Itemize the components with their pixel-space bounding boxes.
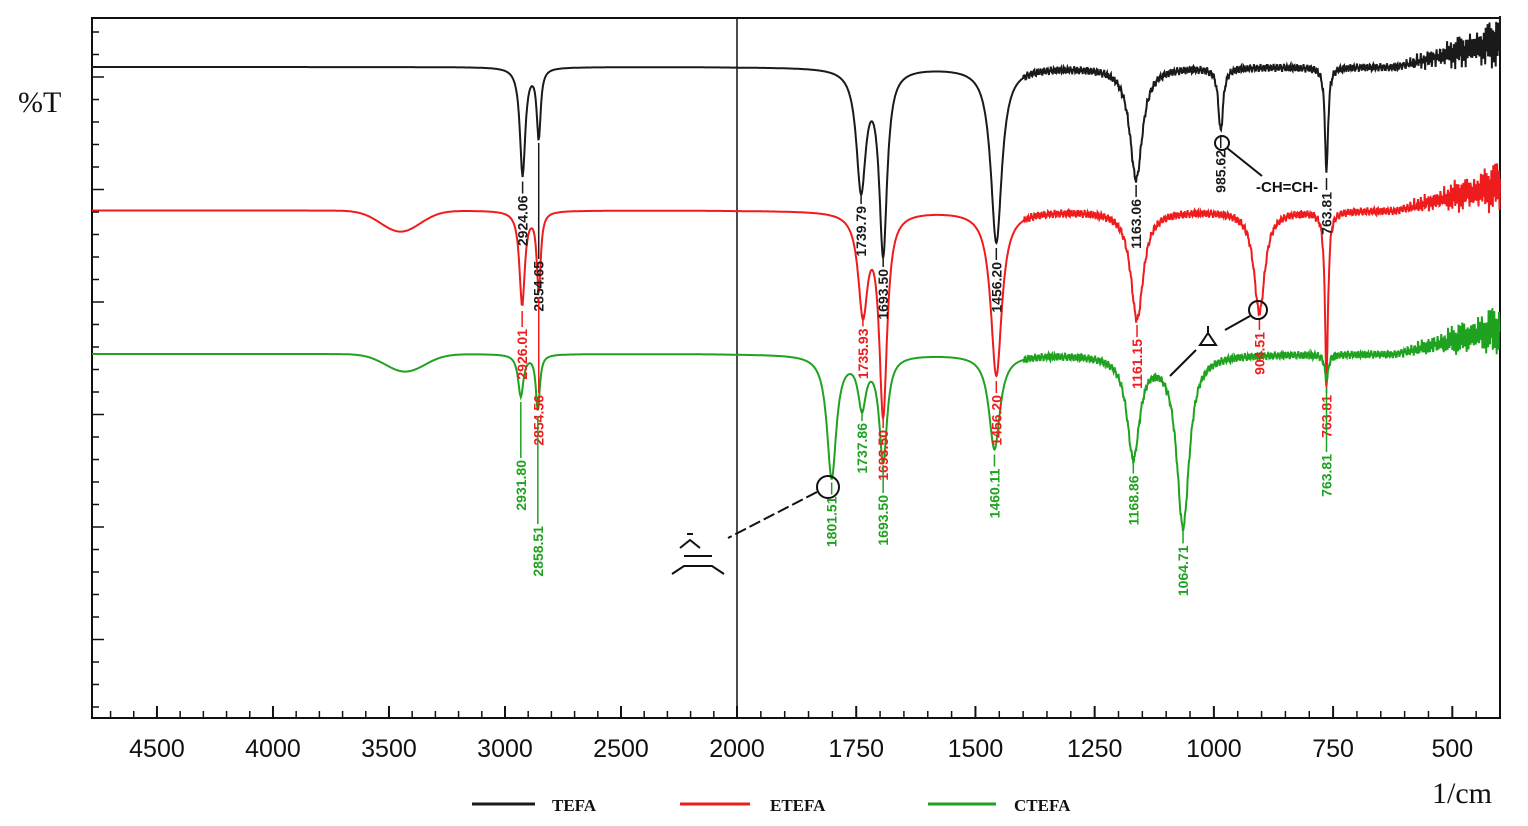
peak-label: 1456.20 <box>988 262 1004 313</box>
epoxide-structure-icon <box>1198 326 1218 346</box>
peak-label: 1693.50 <box>875 495 891 546</box>
x-tick-label: 1000 <box>1186 735 1242 763</box>
peak-label: 904.51 <box>1251 332 1267 375</box>
svg-text:TEFA: TEFA <box>552 796 597 815</box>
plot-frame <box>91 17 1501 719</box>
peak-label: 1460.11 <box>986 468 1002 518</box>
peak-label: 1168.86 <box>1125 475 1141 525</box>
peak-label: 2924.06 <box>515 195 531 246</box>
x-tick-label: 2000 <box>709 735 765 763</box>
peak-label: 2858.51 <box>530 526 546 577</box>
x-tick-label: 4500 <box>129 735 185 763</box>
peak-label: 1737.86 <box>854 423 870 474</box>
carbonate-structure-icon <box>671 533 725 575</box>
spectrum-etefa <box>92 163 1501 420</box>
annotation-ch-ch-text: -CH=CH- <box>1256 179 1318 196</box>
peak-label: 2931.80 <box>513 460 529 511</box>
x-tick-label: 1500 <box>948 735 1004 763</box>
x-tick-label: 500 <box>1431 735 1473 763</box>
peak-label: 763.81 <box>1319 454 1335 497</box>
peak-label: 1456.20 <box>988 395 1004 446</box>
x-tick-label: 750 <box>1312 735 1354 763</box>
x-tick-label: 3000 <box>477 735 533 763</box>
peak-label: 1693.50 <box>875 269 891 320</box>
spectrum-ctefa <box>92 308 1501 532</box>
legend-item-tefa: TEFA <box>472 796 597 815</box>
annotation-epoxide <box>1169 300 1268 377</box>
svg-text:ETEFA: ETEFA <box>770 796 826 815</box>
peak-label: 1739.79 <box>853 206 869 257</box>
peak-label: 1735.93 <box>855 328 871 379</box>
spectrum-tefa <box>92 15 1501 259</box>
x-tick-label: 4000 <box>245 735 301 763</box>
peak-label: 1801.51 <box>824 496 840 547</box>
x-axis-label: 1/cm <box>1432 777 1492 810</box>
peak-label: 1161.15 <box>1129 339 1145 389</box>
x-tick-label: 1250 <box>1067 735 1123 763</box>
peak-label: 2854.56 <box>531 395 547 446</box>
x-ticks: 4500 4000 3500 3000 2500 2000 1750 1500 1250 1000… <box>109 706 1477 763</box>
x-tick-label: 3500 <box>361 735 417 763</box>
legend-item-ctefa: CTEFA <box>928 796 1071 815</box>
peak-label: 985.62 <box>1213 150 1229 193</box>
peak-label: 2926.01 <box>514 329 530 380</box>
peak-label: 2854.65 <box>531 261 547 312</box>
peak-label: 1064.71 <box>1175 545 1191 596</box>
legend: TEFA ETEFA CTEFA <box>472 796 1071 815</box>
peak-label: 1693.50 <box>875 430 891 481</box>
y-ticks <box>92 31 104 708</box>
peak-label: 1163.06 <box>1128 199 1144 249</box>
legend-item-etefa: ETEFA <box>680 796 826 815</box>
spectra <box>92 15 1501 532</box>
peak-label: 763.81 <box>1319 192 1335 235</box>
x-tick-label: 2500 <box>593 735 649 763</box>
svg-text:CTEFA: CTEFA <box>1014 796 1071 815</box>
x-tick-label: 1750 <box>828 735 884 763</box>
annotation-carbonate <box>671 475 840 575</box>
y-axis-label: %T <box>18 86 61 119</box>
annotation-ch-ch: -CH=CH- <box>1214 135 1318 196</box>
